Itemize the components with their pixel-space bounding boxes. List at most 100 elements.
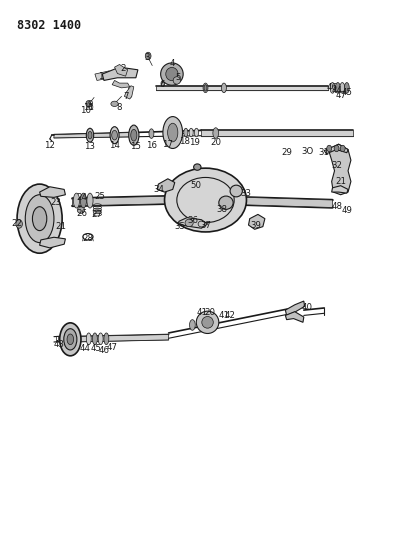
Text: 37: 37	[200, 221, 211, 230]
Polygon shape	[95, 71, 111, 80]
Text: 6: 6	[160, 79, 165, 88]
Polygon shape	[39, 237, 65, 248]
Ellipse shape	[202, 317, 213, 328]
Text: 12: 12	[44, 141, 55, 150]
Circle shape	[327, 146, 332, 152]
Polygon shape	[112, 80, 130, 88]
Text: 34: 34	[153, 185, 164, 194]
Text: 1: 1	[98, 71, 104, 80]
Ellipse shape	[230, 185, 242, 197]
Ellipse shape	[185, 219, 193, 227]
Ellipse shape	[196, 311, 219, 334]
Polygon shape	[179, 217, 208, 228]
Polygon shape	[328, 144, 351, 195]
Text: 44: 44	[80, 344, 91, 353]
Ellipse shape	[86, 333, 91, 345]
Text: 46: 46	[326, 83, 337, 92]
Text: 8302 1400: 8302 1400	[17, 19, 81, 33]
Polygon shape	[285, 312, 304, 322]
Text: 26: 26	[76, 209, 87, 218]
Text: 43: 43	[54, 340, 65, 349]
Ellipse shape	[184, 128, 188, 137]
Polygon shape	[125, 86, 134, 99]
Ellipse shape	[111, 101, 118, 107]
Ellipse shape	[25, 195, 54, 243]
Ellipse shape	[32, 207, 47, 231]
Ellipse shape	[219, 196, 233, 209]
Polygon shape	[54, 133, 132, 138]
Text: 11: 11	[83, 102, 94, 111]
Text: 19: 19	[189, 138, 199, 147]
Circle shape	[145, 52, 151, 60]
Ellipse shape	[222, 83, 226, 93]
Text: 15: 15	[130, 142, 141, 151]
Polygon shape	[102, 67, 138, 80]
Text: 45: 45	[341, 87, 352, 96]
Text: 44: 44	[331, 85, 342, 94]
Ellipse shape	[194, 128, 199, 137]
Text: 31: 31	[319, 148, 330, 157]
Polygon shape	[285, 301, 305, 316]
Polygon shape	[324, 144, 348, 154]
Text: 49: 49	[342, 206, 352, 215]
Text: 3O: 3O	[301, 147, 313, 156]
Ellipse shape	[67, 334, 74, 345]
Ellipse shape	[161, 63, 183, 85]
Text: 17: 17	[162, 140, 173, 149]
Text: 41: 41	[218, 311, 229, 320]
Circle shape	[334, 146, 339, 152]
Ellipse shape	[81, 193, 86, 208]
Text: 41: 41	[197, 308, 208, 317]
Polygon shape	[332, 185, 348, 193]
Ellipse shape	[204, 85, 207, 91]
Text: 13: 13	[85, 142, 95, 151]
Polygon shape	[156, 86, 328, 90]
Ellipse shape	[168, 123, 178, 142]
Text: 28: 28	[83, 234, 93, 243]
Ellipse shape	[189, 128, 193, 137]
Polygon shape	[115, 64, 128, 76]
Ellipse shape	[163, 117, 182, 149]
Text: 14: 14	[109, 141, 120, 150]
Text: 38: 38	[216, 205, 227, 214]
Ellipse shape	[131, 130, 137, 141]
Text: 3: 3	[145, 53, 150, 62]
Text: 2: 2	[120, 64, 125, 73]
Text: 22: 22	[12, 220, 23, 229]
Text: 9: 9	[87, 100, 92, 109]
Ellipse shape	[88, 132, 92, 139]
Ellipse shape	[98, 333, 103, 345]
Text: 32: 32	[331, 161, 342, 170]
Text: 20: 20	[204, 308, 215, 317]
Polygon shape	[201, 131, 353, 136]
Text: 27: 27	[92, 210, 102, 219]
Ellipse shape	[110, 127, 119, 144]
Text: 21: 21	[335, 177, 346, 187]
Polygon shape	[249, 214, 265, 229]
Text: 7: 7	[124, 92, 129, 101]
Text: 29: 29	[281, 148, 292, 157]
Text: 47: 47	[336, 91, 347, 100]
Polygon shape	[68, 335, 169, 342]
Text: 48: 48	[332, 203, 343, 212]
Circle shape	[86, 101, 91, 107]
Text: 18: 18	[179, 136, 190, 146]
Text: 42: 42	[224, 311, 236, 320]
Text: 10: 10	[80, 106, 91, 115]
Ellipse shape	[129, 125, 139, 146]
Text: 24: 24	[76, 193, 87, 202]
Polygon shape	[247, 197, 332, 207]
Ellipse shape	[340, 83, 345, 93]
Text: 45: 45	[90, 344, 101, 353]
Ellipse shape	[194, 164, 201, 170]
Text: 25: 25	[94, 192, 105, 201]
Ellipse shape	[335, 83, 340, 93]
Text: 36: 36	[188, 216, 199, 225]
Circle shape	[16, 220, 23, 228]
Text: 20: 20	[210, 138, 221, 147]
Text: 23: 23	[51, 198, 62, 207]
Ellipse shape	[17, 184, 62, 253]
Ellipse shape	[86, 128, 94, 142]
Text: 33: 33	[240, 189, 251, 198]
Text: 50: 50	[191, 181, 201, 190]
